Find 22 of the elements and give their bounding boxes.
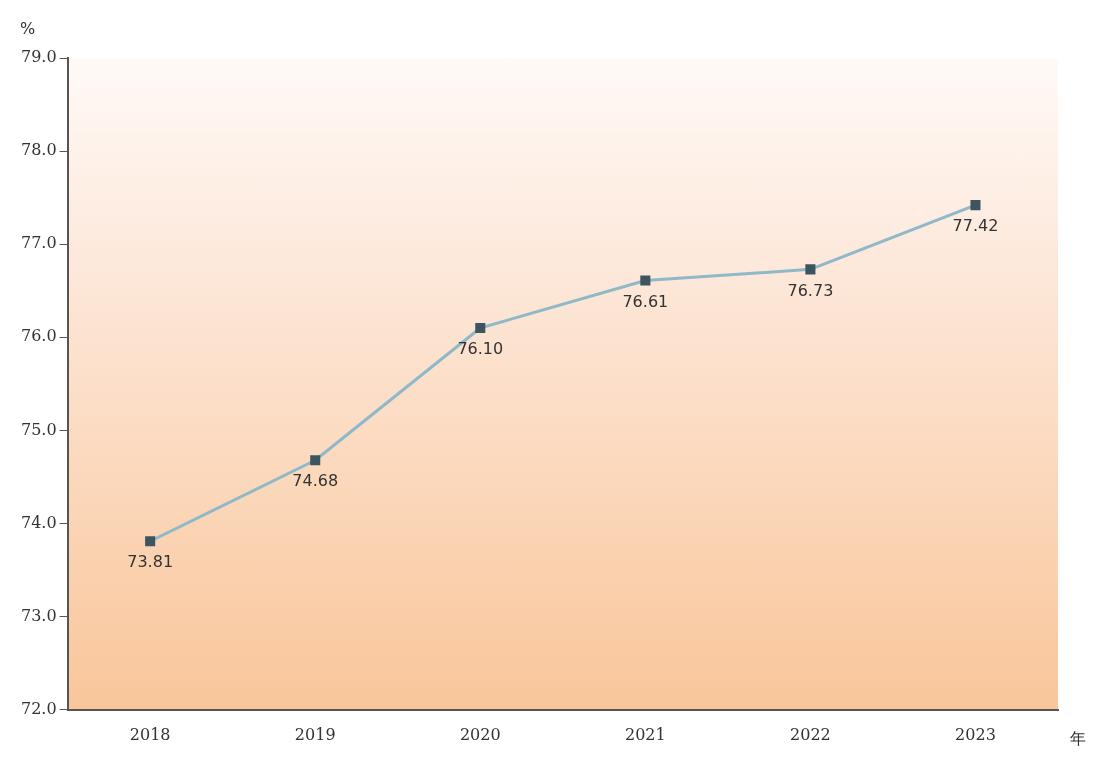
x-tick-label: 2018 — [129, 724, 171, 744]
data-label: 77.42 — [952, 216, 999, 236]
data-label: 74.68 — [292, 471, 339, 491]
y-tick-label: 74.0 — [21, 512, 57, 532]
x-tick-label: 2020 — [459, 724, 501, 744]
x-tick-label: 2019 — [294, 724, 336, 744]
data-label: 76.73 — [787, 280, 834, 300]
y-tick-label: 76.0 — [21, 326, 57, 346]
x-tick-label: 2023 — [955, 724, 996, 744]
y-tick-label: 72.0 — [21, 698, 57, 718]
data-label: 76.61 — [622, 291, 669, 311]
x-tick-label: 2022 — [790, 724, 831, 744]
data-label: 76.10 — [457, 339, 504, 359]
y-tick-label: 79.0 — [21, 47, 57, 67]
y-tick-label: 73.0 — [21, 605, 57, 625]
x-tick-label: 2021 — [624, 724, 666, 744]
y-tick-label: 78.0 — [21, 140, 57, 160]
y-tick-label: 75.0 — [21, 419, 57, 439]
x-axis-title: 年 — [1070, 728, 1086, 748]
y-axis-title: % — [20, 19, 36, 39]
y-tick-label: 77.0 — [21, 233, 57, 253]
data-label: 73.81 — [127, 552, 174, 572]
